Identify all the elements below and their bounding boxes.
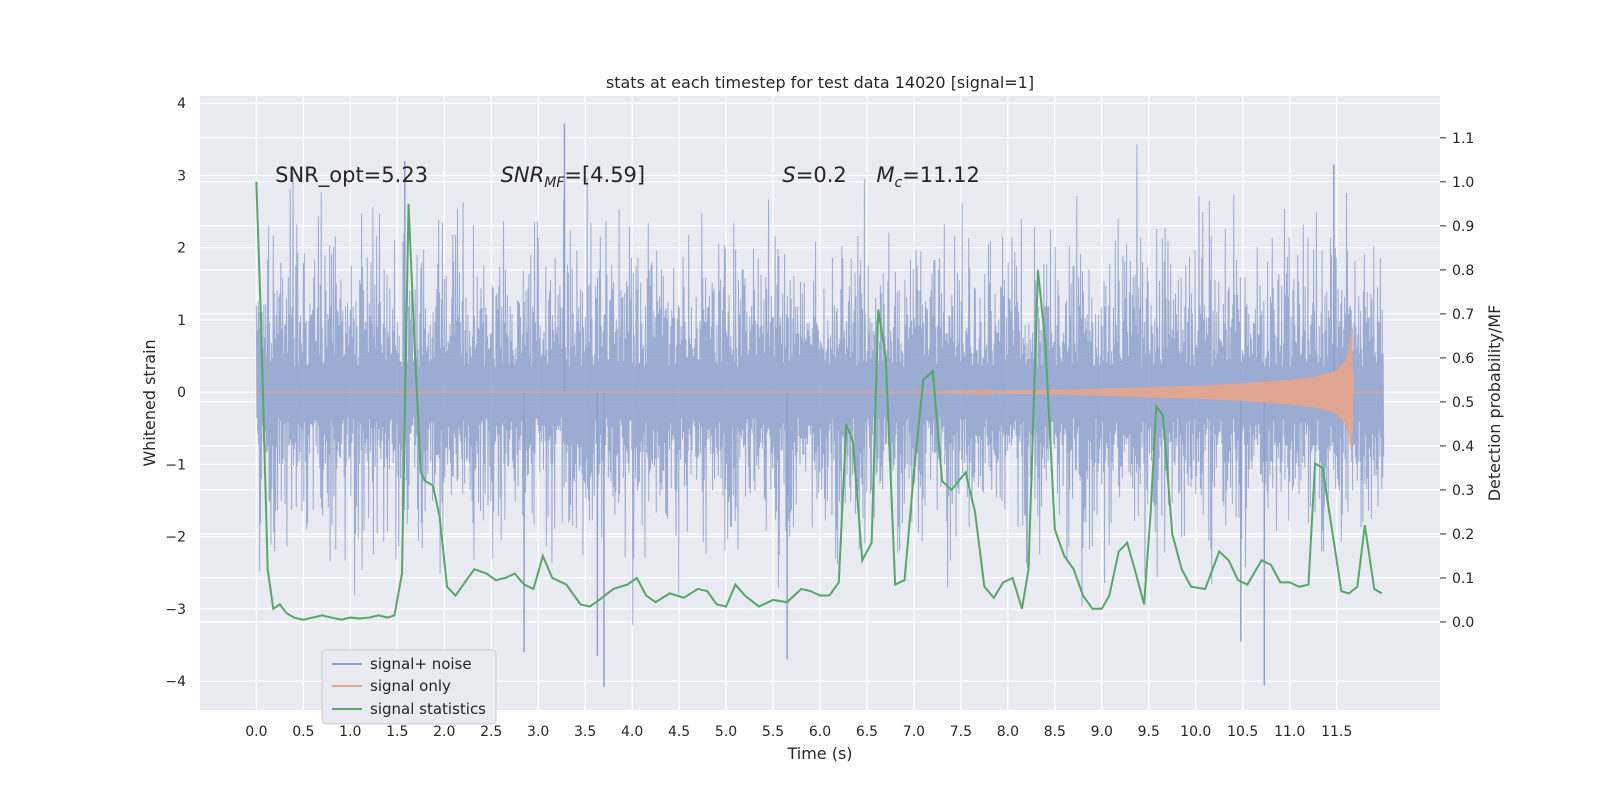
y-right-tick-label: 0.7 — [1452, 307, 1474, 323]
legend-label-signal-statistics: signal statistics — [370, 700, 486, 718]
x-tick-labels: 0.0 0.5 1.0 1.5 2.0 2.5 3.0 3.5 4.0 4.5 5.0 5.5 6.0 6… — [245, 724, 1352, 740]
y-right-tick-labels: 1.1 1.0 0.9 0.8 0.7 0.6 0.5 0.4 0.3 0.2 0.1 0.0 — [1440, 131, 1474, 631]
x-tick-label: 1.5 — [386, 724, 408, 740]
annotation-1: SNRMF=[4.59] — [501, 163, 646, 191]
x-tick-label: 2.0 — [433, 724, 455, 740]
y-left-tick-label: 4 — [177, 96, 186, 112]
y-right-tick-label: 1.0 — [1452, 175, 1474, 191]
x-tick-label: 4.0 — [621, 724, 643, 740]
legend-box — [321, 649, 497, 725]
y-left-tick-label: 1 — [177, 313, 186, 329]
series-signal-noise-line — [255, 144, 1385, 626]
x-tick-label: 4.5 — [668, 724, 690, 740]
legend-label-signal-noise: signal+ noise — [370, 655, 472, 673]
x-tick-label: 3.5 — [574, 724, 596, 740]
annotations: SNR_opt=5.23 SNRMF=[4.59] S=0.2 Mc=11.12 — [275, 163, 980, 191]
x-tick-label: 9.0 — [1091, 724, 1113, 740]
x-tick-label: 11.5 — [1321, 724, 1352, 740]
y-right-tick-label: 0.2 — [1452, 527, 1474, 543]
x-tick-label: 9.5 — [1138, 724, 1160, 740]
y-left-tick-label: 0 — [177, 385, 186, 401]
annotation-2: S=0.2 — [782, 163, 846, 187]
y-left-tick-label: −4 — [165, 674, 186, 690]
x-tick-label: 2.5 — [480, 724, 502, 740]
x-tick-label: 7.0 — [903, 724, 925, 740]
x-axis-label: Time (s) — [786, 744, 852, 763]
y-right-tick-label: 0.4 — [1452, 439, 1474, 455]
y-left-tick-label: 2 — [177, 241, 186, 257]
y-right-tick-label: 0.9 — [1452, 219, 1474, 235]
x-tick-label: 10.0 — [1180, 724, 1211, 740]
x-tick-label: 11.0 — [1274, 724, 1305, 740]
x-tick-label: 8.5 — [1044, 724, 1066, 740]
y-right-tick-label: 0.8 — [1452, 263, 1474, 279]
x-tick-label: 0.5 — [292, 724, 314, 740]
y-right-tick-label: 0.1 — [1452, 571, 1474, 587]
legend: signal+ noise signal only signal statist… — [321, 649, 497, 725]
y-right-tick-label: 0.0 — [1452, 615, 1474, 631]
y-left-tick-label: −1 — [165, 457, 186, 473]
y-right-axis-label: Detection probability/MF — [1485, 305, 1504, 502]
series-signal-only-line — [256, 330, 1384, 451]
chart-title: stats at each timestep for test data 140… — [606, 73, 1034, 92]
y-left-tick-label: −2 — [165, 530, 186, 546]
x-tick-label: 1.0 — [339, 724, 361, 740]
y-left-axis-label: Whitened strain — [140, 339, 159, 466]
x-tick-label: 6.5 — [856, 724, 878, 740]
y-right-tick-label: 0.5 — [1452, 395, 1474, 411]
plot-marks — [255, 123, 1385, 687]
x-tick-label: 10.5 — [1227, 724, 1258, 740]
y-right-tick-label: 1.1 — [1452, 131, 1474, 147]
y-left-tick-label: 3 — [177, 168, 186, 184]
x-tick-label: 8.0 — [997, 724, 1019, 740]
y-right-tick-label: 0.6 — [1452, 351, 1474, 367]
annotation-3: Mc=11.12 — [876, 163, 980, 191]
x-tick-label: 6.0 — [809, 724, 831, 740]
x-tick-label: 5.0 — [715, 724, 737, 740]
annotation-0: SNR_opt=5.23 — [275, 163, 428, 188]
series-signal-statistics-line — [255, 181, 1383, 621]
x-tick-label: 5.5 — [762, 724, 784, 740]
legend-label-signal-only: signal only — [370, 677, 451, 695]
y-left-tick-label: −3 — [165, 602, 186, 618]
x-tick-label: 0.0 — [245, 724, 267, 740]
x-tick-label: 7.5 — [950, 724, 972, 740]
y-left-tick-labels: 4 3 2 1 0 −1 −2 −3 −4 — [165, 96, 186, 690]
x-tick-label: 3.0 — [527, 724, 549, 740]
y-right-tick-label: 0.3 — [1452, 483, 1474, 499]
